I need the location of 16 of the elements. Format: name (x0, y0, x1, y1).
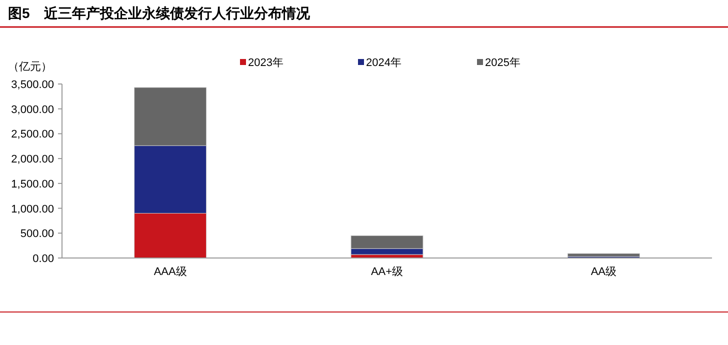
legend-label: 2023年 (248, 57, 284, 69)
legend-label: 2024年 (366, 57, 402, 69)
x-tick-label: AAA级 (154, 266, 187, 278)
y-tick-label: 3,000.00 (11, 104, 54, 116)
y-axis-title: （亿元） (8, 61, 52, 73)
y-tick-label: 0.00 (32, 253, 54, 265)
y-tick-label: 1,500.00 (11, 178, 54, 190)
legend-label: 2025年 (485, 57, 520, 69)
chart-title: 图5 近三年产投企业永续债发行人行业分布情况 (8, 5, 311, 21)
x-tick-label: AA级 (590, 266, 617, 278)
x-tick-label: AA+级 (370, 266, 404, 278)
y-tick-label: 2,000.00 (11, 154, 54, 166)
y-tick-label: 500.00 (20, 228, 54, 240)
y-tick-label: 1,000.00 (11, 203, 54, 216)
y-tick-label: 2,500.00 (11, 128, 54, 141)
y-tick-label: 3,500.00 (11, 79, 54, 91)
